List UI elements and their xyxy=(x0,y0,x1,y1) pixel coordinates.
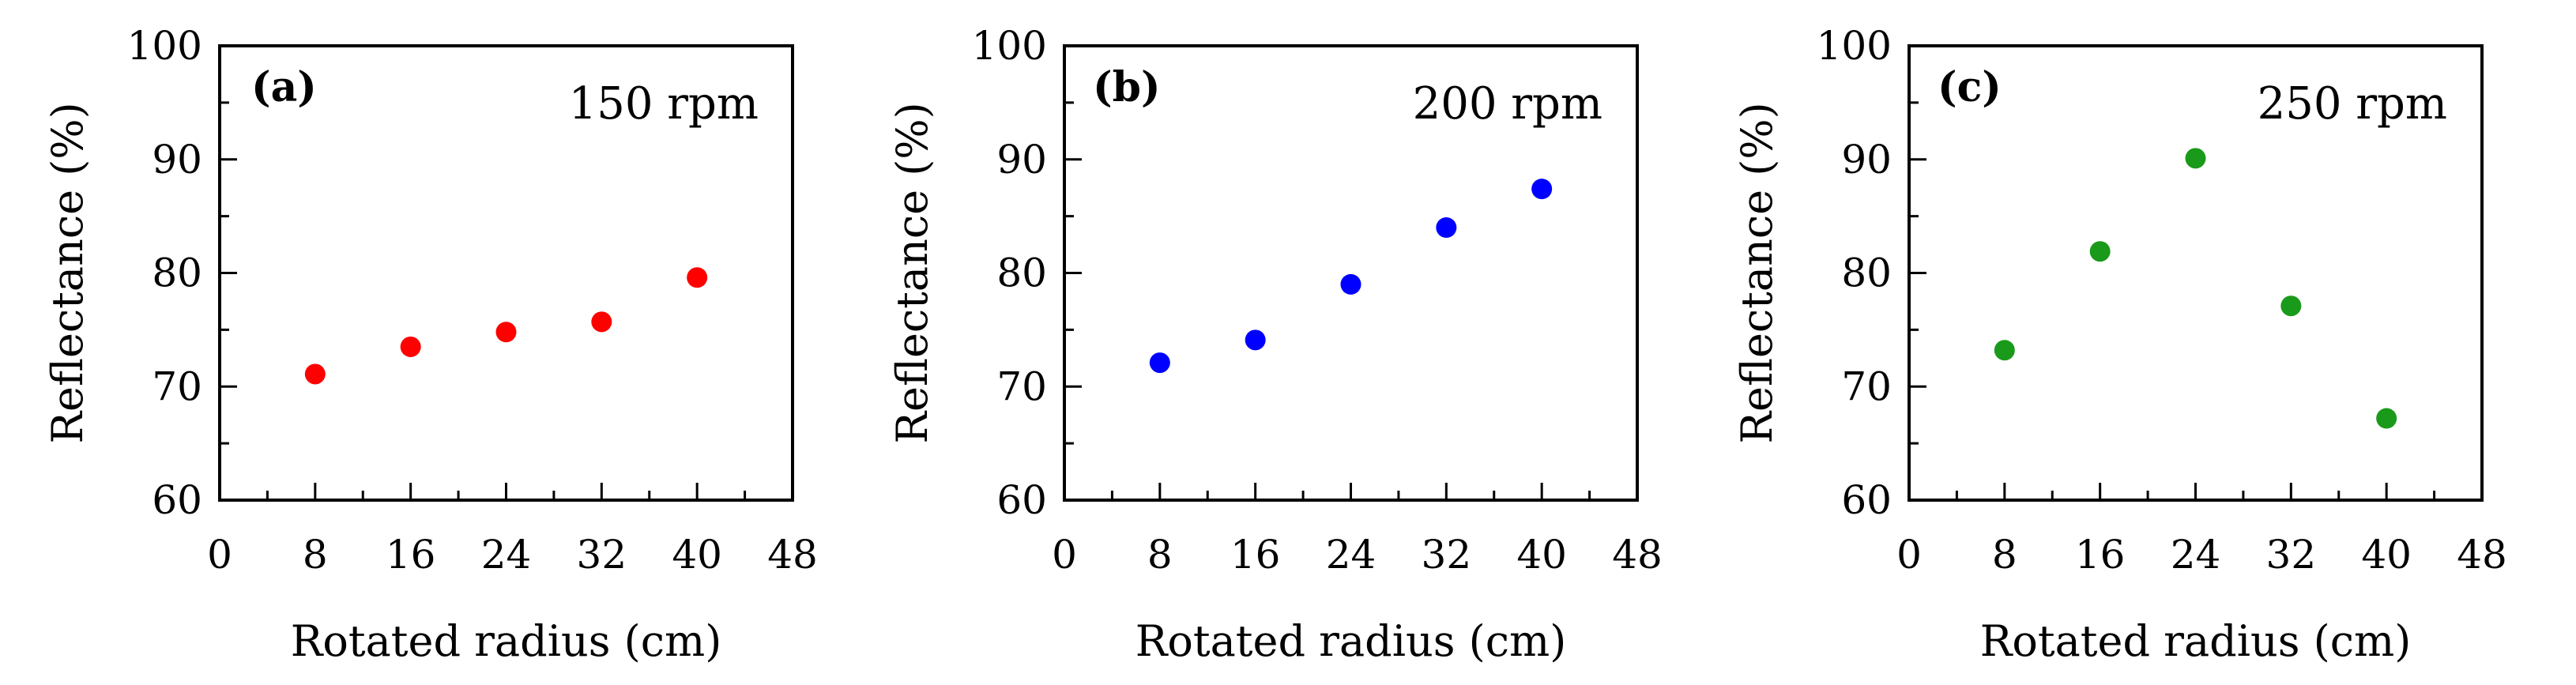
x-tick-label: 24 xyxy=(2171,532,2221,578)
x-tick-label: 24 xyxy=(1326,532,1377,578)
x-axis-title: Rotated radius (cm) xyxy=(1135,616,1567,666)
x-axis-title: Rotated radius (cm) xyxy=(291,616,722,666)
data-point xyxy=(1531,179,1553,200)
data-point xyxy=(495,322,517,343)
x-tick-label: 48 xyxy=(2457,532,2507,578)
data-point xyxy=(1245,329,1266,351)
y-tick-label: 70 xyxy=(152,363,202,409)
y-tick-label: 70 xyxy=(996,363,1047,409)
data-point xyxy=(1994,340,2015,361)
x-tick-label: 0 xyxy=(207,532,232,578)
data-point xyxy=(687,267,708,288)
x-tick-label: 0 xyxy=(1052,532,1077,578)
x-tick-label: 32 xyxy=(577,532,627,578)
y-tick-label: 90 xyxy=(152,137,202,183)
y-tick-label: 80 xyxy=(996,250,1047,296)
y-tick-label: 100 xyxy=(127,23,202,69)
data-point xyxy=(591,311,612,333)
data-point xyxy=(1149,352,1170,374)
x-tick-label: 32 xyxy=(1422,532,1472,578)
x-tick-label: 40 xyxy=(672,532,722,578)
data-point xyxy=(2280,295,2302,317)
y-tick-label: 80 xyxy=(1841,250,1892,296)
data-point xyxy=(400,336,421,357)
x-axis-title: Rotated radius (cm) xyxy=(1980,616,2412,666)
data-point xyxy=(2376,408,2397,429)
panel-label: (b) xyxy=(1093,63,1161,111)
x-tick-label: 8 xyxy=(1147,532,1173,578)
x-tick-label: 16 xyxy=(386,532,436,578)
y-tick-label: 60 xyxy=(1841,477,1892,523)
x-tick-label: 48 xyxy=(1612,532,1663,578)
y-tick-label: 70 xyxy=(1841,363,1892,409)
y-tick-label: 60 xyxy=(996,477,1047,523)
data-point xyxy=(1436,217,1457,238)
x-tick-label: 40 xyxy=(1516,532,1567,578)
panel-label: (c) xyxy=(1938,63,2002,111)
x-tick-label: 8 xyxy=(1992,532,2017,578)
chart-panel-a: 60 70 80 90 100 0 8 16 24 32 40 48 Rotated radius (c… xyxy=(43,23,818,666)
x-tick-label: 32 xyxy=(2266,532,2317,578)
y-tick-label: 100 xyxy=(972,23,1047,69)
y-axis-title: Reflectance (%) xyxy=(43,102,92,443)
y-tick-label: 60 xyxy=(152,477,202,523)
chart-panel-c: 60 70 80 90 100 0 8 16 24 32 40 48 Rotated radius (c… xyxy=(1732,23,2507,666)
x-tick-label: 0 xyxy=(1896,532,1922,578)
chart-panel-b: 60 70 80 90 100 0 8 16 24 32 40 48 Rotated radius (c… xyxy=(887,23,1663,666)
x-tick-label: 48 xyxy=(767,532,818,578)
rpm-annotation: 200 rpm xyxy=(1413,78,1602,130)
data-point xyxy=(2089,241,2111,262)
x-tick-label: 40 xyxy=(2361,532,2412,578)
y-axis-title: Reflectance (%) xyxy=(887,102,937,443)
y-tick-label: 90 xyxy=(1841,137,1892,183)
y-tick-label: 100 xyxy=(1817,23,1892,69)
data-point xyxy=(1340,273,1361,295)
y-tick-label: 80 xyxy=(152,250,202,296)
rpm-annotation: 150 rpm xyxy=(569,78,759,130)
y-axis-title: Reflectance (%) xyxy=(1732,102,1782,443)
data-point xyxy=(2185,148,2206,169)
y-tick-label: 90 xyxy=(996,137,1047,183)
panel-label: (a) xyxy=(251,63,317,111)
x-tick-label: 24 xyxy=(481,532,532,578)
data-point xyxy=(304,363,326,385)
rpm-annotation: 250 rpm xyxy=(2258,78,2447,130)
x-tick-label: 16 xyxy=(2075,532,2126,578)
x-tick-label: 8 xyxy=(303,532,328,578)
x-tick-label: 16 xyxy=(1230,532,1281,578)
